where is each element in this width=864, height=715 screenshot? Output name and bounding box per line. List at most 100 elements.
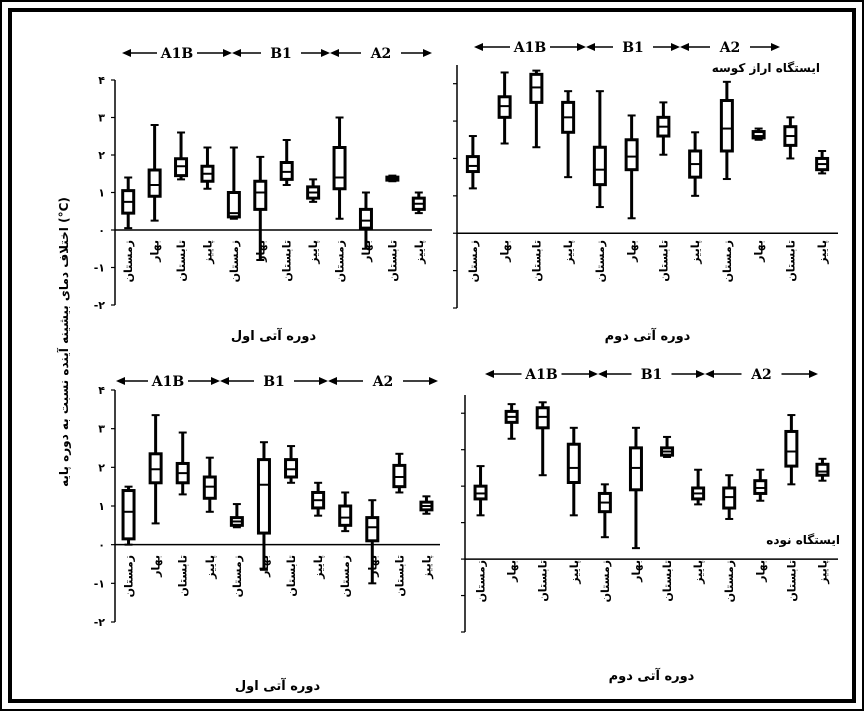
box-iqr: [121, 489, 136, 541]
category-label: تابستان: [785, 560, 798, 602]
arrowhead: [328, 377, 337, 385]
scenario-label-A1B: A1B: [513, 40, 547, 56]
scenario-label-A2: A2: [370, 46, 392, 62]
category-label: تابستان: [177, 555, 190, 597]
arrowhead: [474, 43, 483, 51]
category-label: زمستان: [231, 555, 244, 597]
arrowhead: [321, 49, 330, 57]
scenario-label-A2: A2: [372, 374, 394, 390]
box-iqr: [226, 191, 241, 219]
period-label: دوره آتی دوم: [609, 667, 695, 684]
category-label: زمستان: [123, 555, 136, 597]
arrowhead: [577, 43, 586, 51]
box-iqr: [358, 207, 373, 230]
y-tick-label: ۴: [98, 384, 105, 397]
category-label: پاییز: [816, 240, 829, 265]
category-label: تابستان: [386, 240, 399, 282]
y-tick-label: -۲: [94, 299, 106, 312]
box-iqr: [566, 442, 581, 485]
box-iqr: [465, 155, 480, 174]
arrowhead: [122, 49, 131, 57]
station-label: ایستگاه نوده: [766, 533, 840, 548]
y-tick-label: ۰: [98, 224, 105, 237]
box-iqr: [338, 504, 353, 527]
scenario-label-A1B: A1B: [524, 367, 558, 383]
box-iqr: [365, 516, 380, 543]
arrowhead: [809, 370, 818, 378]
box-iqr: [256, 458, 271, 535]
y-tick-label: ۲: [98, 149, 105, 162]
box-iqr: [592, 145, 607, 187]
category-label: زمستان: [467, 240, 480, 282]
category-label: تابستان: [661, 560, 674, 602]
y-tick-label: -۲: [94, 616, 106, 629]
category-label: زمستان: [599, 560, 612, 602]
y-tick-label: ۰: [98, 539, 105, 552]
category-label: بهار: [150, 555, 163, 578]
arrowhead: [485, 370, 494, 378]
panel-bottom-right: A1B B1 A2 زمستان بهار تابستان پاییز زمستان بهار ت…: [461, 367, 840, 684]
category-label: زمستان: [122, 240, 135, 282]
scenario-label-A1B: A1B: [160, 46, 194, 62]
panel-top-left: ۴ ۳ ۲ ۱ ۰ -۱ -۲ A1B B1 A2 زمستان بهار تابستان پاییز زم…: [94, 46, 432, 344]
category-label: پاییز: [201, 240, 214, 265]
category-label: پاییز: [420, 555, 433, 580]
category-label: بهار: [258, 555, 271, 578]
category-label: بهار: [626, 240, 639, 263]
arrowhead: [429, 377, 438, 385]
category-label: زمستان: [723, 560, 736, 602]
category-label: پاییز: [568, 560, 581, 585]
panel-top-right: A1B B1 A2 زمستان بهار تابستان پاییز زمستان بهار ت…: [453, 40, 838, 344]
y-tick-label: ۱: [98, 187, 105, 200]
period-label: دوره آتی اول: [235, 677, 321, 694]
arrowhead: [223, 49, 232, 57]
arrowhead: [232, 49, 241, 57]
box-iqr: [815, 462, 830, 477]
y-axis-label: اختلاف دمای بیشینه آینده نسبت به دوره پا…: [56, 197, 72, 487]
arrowhead: [680, 43, 689, 51]
station-label: ایستگاه اراز کوسه: [712, 61, 820, 76]
y-tick-label: ۱: [98, 500, 105, 513]
category-label: پاییز: [307, 240, 320, 265]
category-label: پاییز: [692, 560, 705, 585]
arrowhead: [423, 49, 432, 57]
box-iqr: [751, 130, 766, 140]
arrowhead: [220, 377, 229, 385]
category-label: تابستان: [393, 555, 406, 597]
category-label: تابستان: [285, 555, 298, 597]
scenario-label-B1: B1: [641, 367, 663, 383]
category-label: پاییز: [413, 240, 426, 265]
arrowhead: [696, 370, 705, 378]
arrowhead: [319, 377, 328, 385]
period-label: دوره آتی اول: [231, 327, 317, 344]
arrowhead: [589, 370, 598, 378]
period-label: دوره آتی دوم: [605, 327, 691, 344]
panel-bottom-left: ۴ ۳ ۲ ۱ ۰ -۱ -۲ A1B B1 A2 زمستان بهار تابستان پاییز زم…: [94, 374, 440, 694]
category-label: بهار: [753, 240, 766, 263]
y-tick-label: ۳: [98, 423, 105, 436]
scenario-label-A2: A2: [750, 367, 772, 383]
y-tick-label: -۱: [94, 577, 105, 590]
category-label: تابستان: [657, 240, 670, 282]
category-label: زمستان: [594, 240, 607, 282]
arrowhead: [211, 377, 220, 385]
scenario-label-A2: A2: [719, 40, 741, 56]
category-label: تابستان: [530, 240, 543, 282]
category-label: تابستان: [537, 560, 550, 602]
category-label: بهار: [630, 560, 643, 583]
scenario-label-B1: B1: [622, 40, 644, 56]
arrowhead: [705, 370, 714, 378]
category-label: پاییز: [816, 560, 829, 585]
category-label: پاییز: [204, 555, 217, 580]
arrowhead: [771, 43, 780, 51]
category-label: بهار: [499, 240, 512, 263]
scenario-label-A1B: A1B: [151, 374, 185, 390]
category-label: پاییز: [312, 555, 325, 580]
category-label: بهار: [366, 555, 379, 578]
category-label: زمستان: [334, 240, 347, 282]
scenario-label-B1: B1: [270, 46, 292, 62]
box-iqr: [253, 179, 268, 211]
category-label: زمستان: [228, 240, 241, 282]
